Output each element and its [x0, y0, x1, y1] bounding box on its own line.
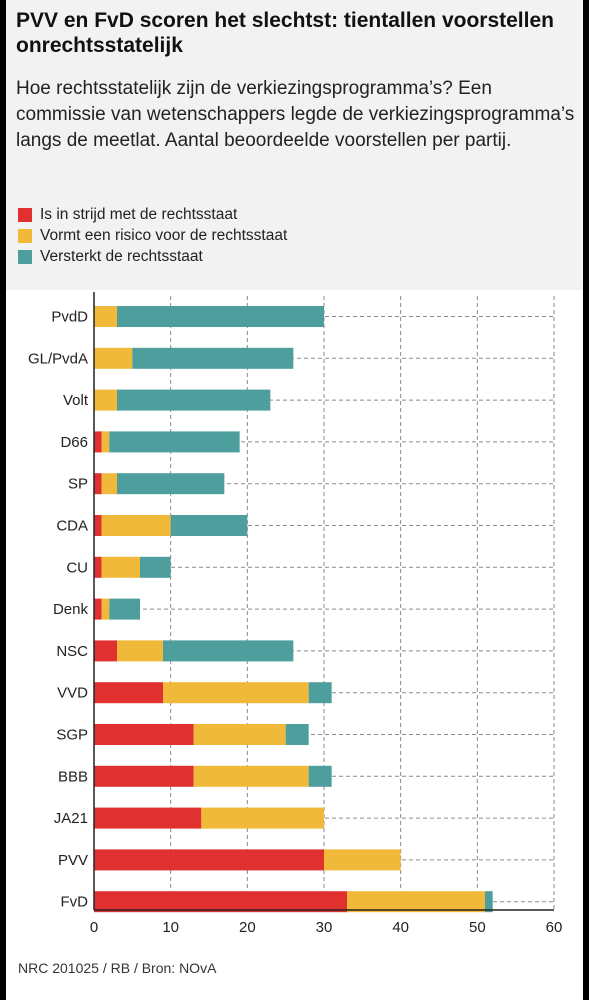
bar-segment	[101, 473, 117, 495]
category-label: Volt	[63, 392, 89, 409]
legend-swatch	[18, 207, 32, 222]
bar-segment	[94, 431, 102, 453]
bar-segment	[485, 891, 493, 913]
bar-segment	[94, 724, 194, 745]
category-label: Denk	[53, 601, 89, 618]
category-label: FvD	[61, 894, 89, 911]
bar-segment	[94, 640, 117, 662]
category-label: CDA	[56, 518, 88, 535]
bar-segment	[163, 640, 294, 662]
bar-segment	[324, 849, 401, 871]
x-tick-label: 60	[546, 919, 563, 936]
bar-segment	[94, 849, 324, 871]
category-label: PVV	[58, 852, 88, 869]
x-tick-label: 50	[469, 919, 486, 936]
legend-label: Versterkt de rechtsstaat	[40, 247, 203, 265]
bar-segment	[170, 515, 248, 536]
bar-segment	[94, 556, 102, 578]
category-label: CU	[66, 559, 88, 576]
legend-label: Is in strijd met de rechtsstaat	[40, 205, 238, 223]
bar-segment	[101, 515, 171, 536]
legend-label: Vormt een risico voor de rechtsstaat	[40, 226, 288, 244]
bar-segment	[285, 724, 309, 745]
bar-segment	[94, 389, 117, 411]
category-label: SGP	[56, 727, 88, 744]
bar-segment	[94, 891, 347, 913]
chart-card: PVV en FvD scoren het slechtst: tientall…	[6, 0, 583, 1000]
chart-legend: Is in strijd met de rechtsstaat Vormt een…	[18, 204, 558, 267]
x-tick-label: 30	[316, 919, 333, 936]
bar-segment	[308, 682, 332, 704]
bar-segment	[94, 598, 102, 620]
bar-segment	[109, 431, 240, 453]
legend-item: Versterkt de rechtsstaat	[18, 246, 558, 267]
bar-chart: PvdD GL/PvdA Volt D66 SP CDA CU Denk NSC VVD SGP BB…	[28, 292, 563, 936]
x-tick-label: 10	[162, 919, 179, 936]
legend-swatch	[18, 249, 32, 264]
bar-segment	[132, 347, 294, 369]
chart-header: PVV en FvD scoren het slechtst: tientall…	[6, 0, 583, 290]
bar-segment	[347, 891, 485, 913]
bar-segment	[94, 682, 163, 704]
x-tick-label: 20	[239, 919, 256, 936]
bar-segment	[193, 765, 309, 787]
bar-segment	[117, 389, 271, 411]
category-label: GL/PvdA	[28, 350, 88, 367]
source-note: NRC 201025 / RB / Bron: NOvA	[18, 960, 217, 976]
chart-subtitle: Hoe rechtsstatelijk zijn de verkiezingsp…	[16, 78, 575, 151]
bar-segment	[94, 807, 202, 829]
bar-segment	[94, 515, 102, 536]
bar-segment	[94, 473, 102, 495]
bar-segment	[94, 765, 194, 787]
category-label: SP	[68, 476, 88, 493]
category-label: VVD	[57, 685, 88, 702]
bar-segment	[101, 431, 110, 453]
x-tick-label: 40	[392, 919, 409, 936]
bar-segment	[101, 556, 140, 578]
bar-segment	[117, 640, 163, 662]
bar-segment	[101, 598, 110, 620]
bar-segment	[193, 724, 286, 745]
chart-title: PVV en FvD scoren het slechtst: tientall…	[16, 9, 554, 57]
bar-segment	[201, 807, 324, 829]
legend-item: Vormt een risico voor de rechtsstaat	[18, 225, 558, 246]
category-label: BBB	[58, 768, 88, 785]
bar-segment	[308, 765, 332, 787]
category-label: D66	[60, 434, 88, 451]
bar-segment	[117, 473, 225, 495]
legend-swatch	[18, 228, 32, 243]
category-label: PvdD	[51, 309, 88, 326]
category-label: NSC	[56, 643, 88, 660]
bar-segment	[109, 598, 140, 620]
bar-segment	[117, 306, 324, 327]
category-label: JA21	[54, 810, 88, 827]
legend-item: Is in strijd met de rechtsstaat	[18, 204, 558, 225]
bar-segment	[94, 306, 117, 327]
bar-segment	[163, 682, 309, 704]
x-tick-label: 0	[90, 919, 98, 936]
bar-segment	[94, 347, 133, 369]
bar-segment	[140, 556, 171, 578]
